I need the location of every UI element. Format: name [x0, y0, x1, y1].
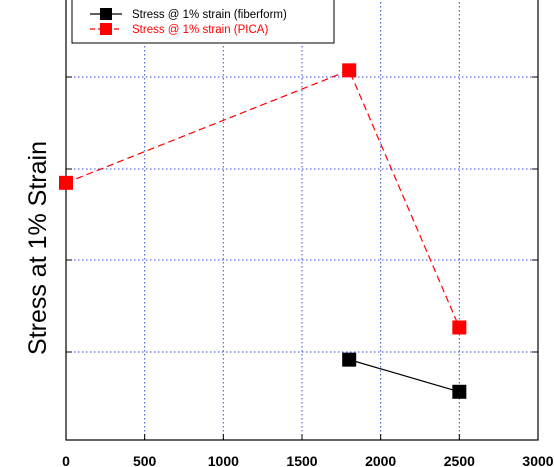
legend-label: Stress @ 1% strain (fiberform) [132, 9, 287, 21]
x-tick-label: 500 [133, 453, 157, 467]
series-layer [59, 63, 467, 399]
x-axis-ticks: 0 500 1000 1500 2000 2500 3000 [62, 434, 554, 467]
x-tick-label: 1000 [208, 453, 239, 467]
legend-box [71, 0, 335, 44]
data-point-marker [342, 352, 357, 367]
data-point-marker [452, 320, 467, 335]
legend: Stress @ 1% strain (fiberform) Stress @ 1… [71, 0, 335, 44]
series-pica [59, 63, 467, 335]
legend-marker [100, 23, 112, 35]
legend-marker [100, 8, 112, 20]
x-tick-label: 3000 [522, 453, 553, 467]
x-tick-label: 2500 [444, 453, 475, 467]
x-tick-label: 1500 [286, 453, 317, 467]
data-point-marker [342, 63, 357, 78]
x-tick-label: 2000 [365, 453, 396, 467]
series-line [65, 69, 460, 328]
grid [66, 0, 538, 440]
data-point-marker [59, 175, 73, 190]
series-line [349, 359, 460, 393]
data-point-marker [452, 384, 467, 399]
series-fiberform [342, 352, 467, 399]
y-axis-label: Stress at 1% Strain [24, 141, 52, 355]
legend-label: Stress @ 1% strain (PICA) [132, 24, 268, 36]
x-tick-label: 0 [62, 453, 70, 467]
